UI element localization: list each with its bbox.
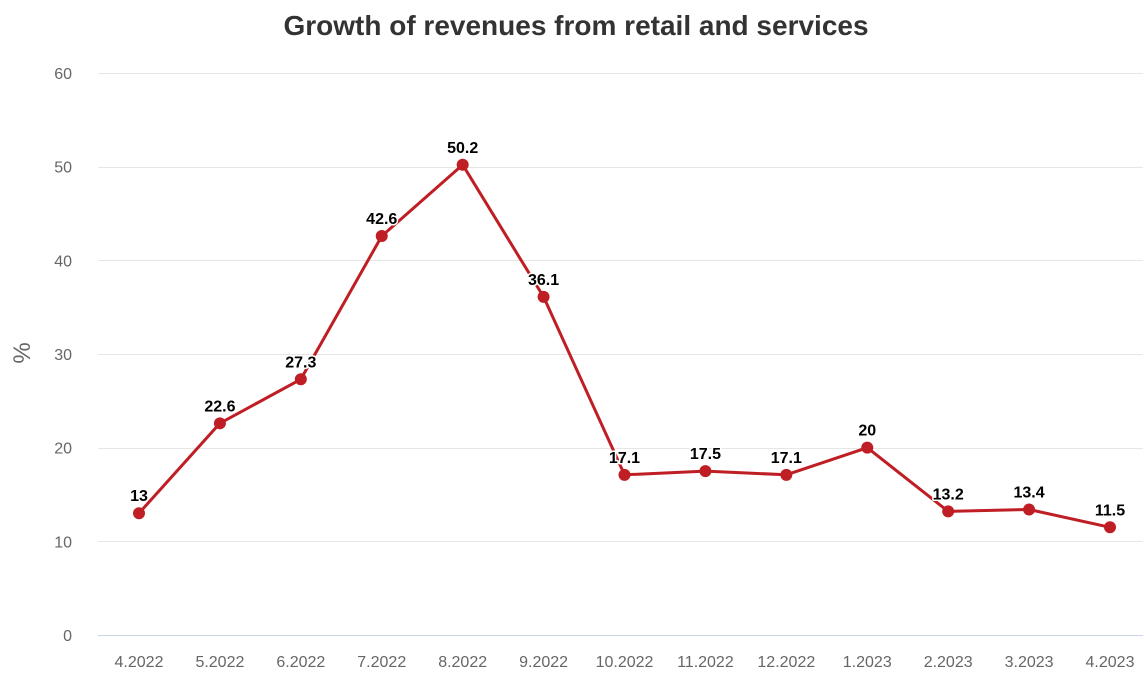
data-point[interactable]: [1104, 521, 1116, 534]
data-label: 17.1: [771, 450, 802, 467]
x-tick-label: 5.2022: [195, 654, 244, 670]
x-tick-label: 4.2023: [1086, 654, 1135, 670]
y-tick-label: 40: [54, 253, 72, 270]
data-point[interactable]: [699, 465, 712, 478]
data-point[interactable]: [780, 468, 793, 481]
x-tick-label: 1.2023: [843, 654, 892, 670]
data-point[interactable]: [942, 505, 955, 518]
x-tick-label: 10.2022: [596, 654, 654, 670]
y-tick-label: 50: [54, 160, 72, 177]
data-point[interactable]: [537, 290, 550, 303]
y-tick-label: 30: [54, 347, 72, 364]
data-point[interactable]: [861, 441, 874, 454]
data-label: 13.4: [1014, 484, 1045, 501]
x-tick-label: 3.2023: [1005, 654, 1054, 670]
y-tick-label: 20: [54, 441, 72, 458]
data-label: 27.3: [285, 354, 316, 371]
data-label: 13.2: [933, 486, 964, 503]
x-tick-label: 9.2022: [519, 654, 568, 670]
x-tick-label: 4.2022: [115, 654, 164, 670]
x-tick-label: 7.2022: [357, 654, 406, 670]
x-tick-label: 8.2022: [438, 654, 487, 670]
y-axis-title: %: [9, 342, 36, 363]
data-labels: 13 22.6 27.3 42.6 50.2 36.1 17.1 17.5 17.1 20 13.2…: [129, 138, 1127, 520]
x-axis-ticks: 4.2022 5.2022 6.2022 7.2022 8.2022 9.2022 10.2…: [115, 654, 1135, 671]
data-label: 42.6: [366, 211, 397, 228]
x-tick-label: 6.2022: [276, 654, 325, 670]
data-label: 20: [858, 423, 876, 440]
data-point[interactable]: [133, 507, 145, 520]
x-tick-label: 12.2022: [757, 654, 815, 670]
data-point[interactable]: [1023, 503, 1036, 516]
y-tick-label: 0: [63, 628, 72, 645]
data-point[interactable]: [213, 417, 226, 430]
data-label: 17.5: [690, 446, 721, 463]
data-label: 36.1: [528, 272, 559, 289]
y-tick-label: 60: [54, 66, 72, 83]
chart-title: Growth of revenues from retail and servi…: [283, 10, 868, 41]
x-tick-label: 11.2022: [677, 654, 734, 670]
data-point[interactable]: [618, 468, 631, 481]
data-label: 50.2: [447, 140, 478, 157]
y-tick-label: 10: [54, 534, 72, 551]
gridlines: [98, 73, 1143, 636]
data-point[interactable]: [294, 373, 307, 386]
data-label: 13: [130, 488, 148, 505]
data-label: 11.5: [1095, 502, 1125, 519]
data-label: 17.1: [609, 450, 640, 467]
y-axis-ticks: 0 10 20 30 40 50 60: [54, 66, 72, 645]
data-point[interactable]: [456, 158, 469, 171]
data-point[interactable]: [375, 229, 388, 242]
series-group: [133, 158, 1116, 534]
data-label: 22.6: [204, 398, 235, 415]
x-tick-label: 2.2023: [924, 654, 973, 670]
